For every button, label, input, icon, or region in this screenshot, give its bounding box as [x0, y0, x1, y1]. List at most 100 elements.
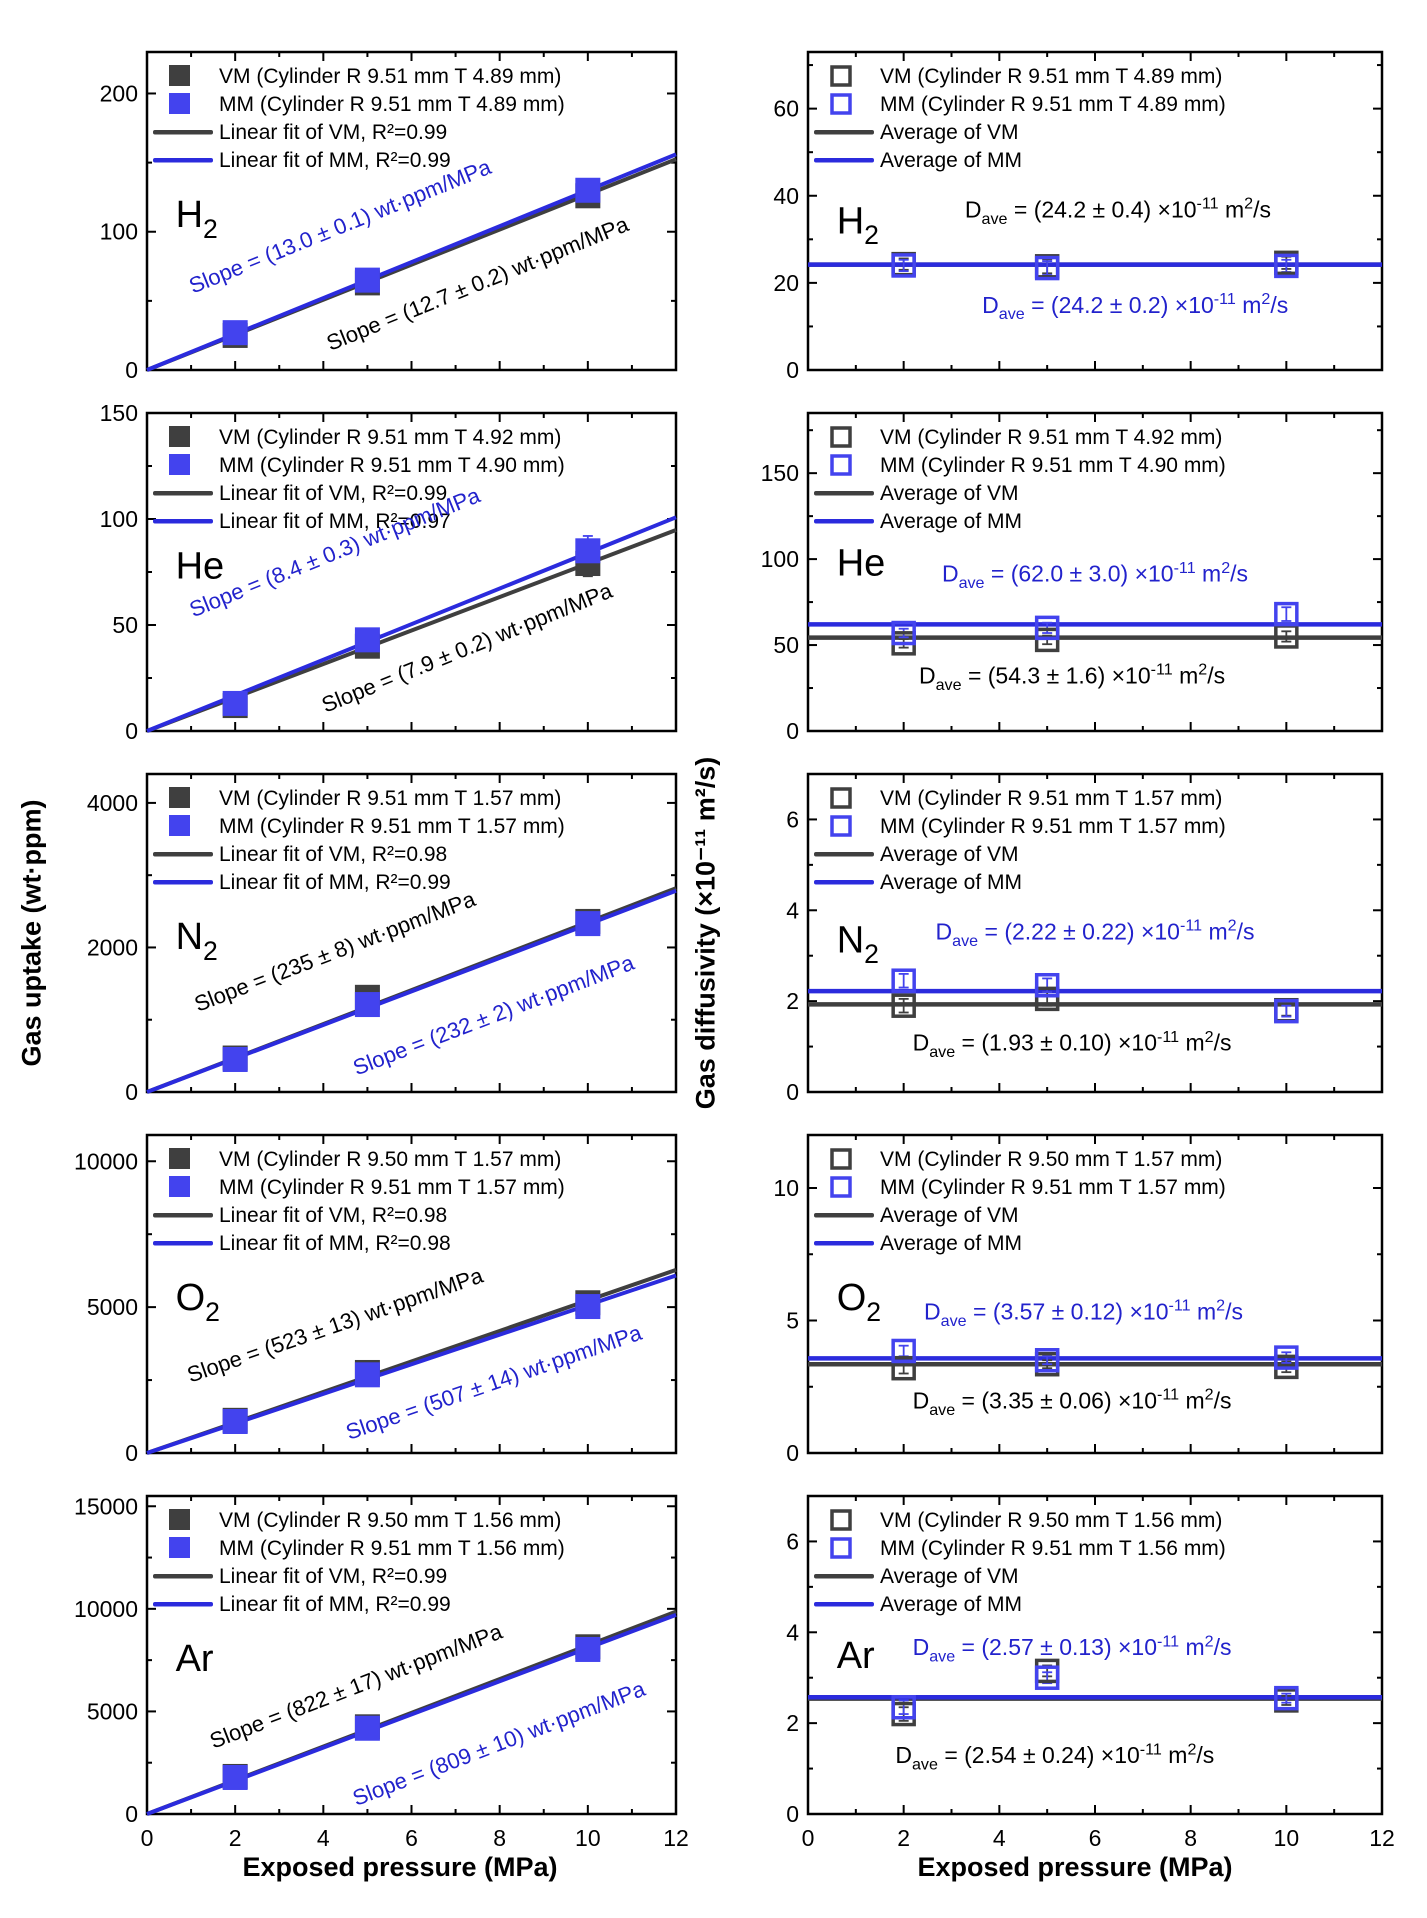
svg-text:VM (Cylinder R 9.51 mm T 4.89: VM (Cylinder R 9.51 mm T 4.89 mm) [219, 65, 561, 88]
svg-text:0: 0 [786, 1801, 799, 1827]
svg-text:MM (Cylinder R 9.51 mm T 4.90: MM (Cylinder R 9.51 mm T 4.90 mm) [219, 454, 565, 477]
svg-text:200: 200 [100, 80, 138, 106]
svg-text:12: 12 [1369, 1825, 1395, 1851]
svg-text:MM (Cylinder R 9.51 mm T 1.56: MM (Cylinder R 9.51 mm T 1.56 mm) [219, 1537, 565, 1560]
svg-text:10000: 10000 [74, 1596, 138, 1622]
svg-text:O2: O2 [176, 1277, 220, 1327]
plot-uptake-o2: 0 5000 10000 VM (Cylinder R 9.50 mm T 1.57 … [52, 1123, 692, 1484]
svg-text:H2: H2 [176, 194, 218, 244]
svg-text:MM (Cylinder R 9.51 mm T 1.57: MM (Cylinder R 9.51 mm T 1.57 mm) [880, 815, 1226, 838]
svg-text:0: 0 [786, 718, 799, 744]
svg-text:MM (Cylinder R 9.51 mm T 1.57: MM (Cylinder R 9.51 mm T 1.57 mm) [219, 1176, 565, 1199]
svg-text:Linear fit of MM, R²=0.98: Linear fit of MM, R²=0.98 [219, 1232, 451, 1255]
svg-text:12: 12 [663, 1825, 689, 1851]
svg-text:6: 6 [405, 1825, 418, 1851]
svg-text:Dave = (24.2 ± 0.2) ×10-11 m2/: Dave = (24.2 ± 0.2) ×10-11 m2/s [982, 290, 1288, 323]
svg-text:Linear fit of MM, R²=0.99: Linear fit of MM, R²=0.99 [219, 149, 451, 172]
plot-diffusivity-h2: 0 20 40 60 VM (Cylinder R 9.51 mm T 4.89 mm)… [738, 40, 1398, 401]
plot-uptake-h2: 0 100 200 VM (Cylinder R 9.51 mm T 4.89 mm)… [52, 40, 692, 401]
svg-text:0: 0 [125, 718, 138, 744]
svg-text:50: 50 [112, 612, 138, 638]
svg-text:2: 2 [897, 1825, 910, 1851]
svg-text:0: 0 [125, 357, 138, 383]
svg-text:N2: N2 [176, 916, 218, 966]
plot-diffusivity-ar: 0 2 4 6 0 2 4 6 8 10 12 VM (Cylinder R 9.50 mm T 1.… [738, 1484, 1398, 1869]
svg-text:6: 6 [1089, 1825, 1102, 1851]
plot-uptake-he: 0 50 100 150 VM (Cylinder R 9.51 mm T 4.92 m… [52, 400, 692, 762]
svg-text:0: 0 [125, 1079, 138, 1105]
svg-text:Average of MM: Average of MM [880, 510, 1022, 533]
svg-text:VM (Cylinder R 9.50 mm T 1.56: VM (Cylinder R 9.50 mm T 1.56 mm) [219, 1509, 561, 1532]
svg-text:N2: N2 [837, 919, 879, 969]
svg-text:VM (Cylinder R 9.51 mm T 4.92: VM (Cylinder R 9.51 mm T 4.92 mm) [219, 426, 561, 449]
svg-text:Dave = (2.57 ± 0.13) ×10-11 m2: Dave = (2.57 ± 0.13) ×10-11 m2/s [913, 1632, 1232, 1665]
svg-text:15000: 15000 [74, 1493, 138, 1519]
svg-text:2: 2 [229, 1825, 242, 1851]
svg-text:MM (Cylinder R 9.51 mm T 1.56: MM (Cylinder R 9.51 mm T 1.56 mm) [880, 1537, 1226, 1560]
svg-text:Linear fit of MM, R²=0.97: Linear fit of MM, R²=0.97 [219, 510, 451, 533]
svg-text:VM (Cylinder R 9.51 mm T 4.89: VM (Cylinder R 9.51 mm T 4.89 mm) [880, 65, 1222, 88]
svg-text:Average of MM: Average of MM [880, 1593, 1022, 1616]
svg-text:50: 50 [773, 632, 799, 658]
y-axis-label-gas-diffusivity: Gas diffusivity (×10⁻¹¹ m²/s) [690, 756, 721, 1110]
svg-text:150: 150 [100, 401, 138, 426]
svg-text:Ar: Ar [837, 1635, 875, 1677]
svg-text:He: He [837, 542, 886, 584]
svg-text:Average of MM: Average of MM [880, 149, 1022, 172]
svg-text:5: 5 [786, 1308, 799, 1334]
svg-text:MM (Cylinder R 9.51 mm T 4.89: MM (Cylinder R 9.51 mm T 4.89 mm) [219, 93, 565, 116]
svg-text:Dave = (3.35 ± 0.06) ×10-11 m2: Dave = (3.35 ± 0.06) ×10-11 m2/s [913, 1386, 1232, 1419]
x-axis-label-left: Exposed pressure (MPa) [242, 1852, 558, 1882]
svg-text:Linear fit of VM, R²=0.99: Linear fit of VM, R²=0.99 [219, 1565, 447, 1588]
svg-text:Linear fit of VM, R²=0.99: Linear fit of VM, R²=0.99 [219, 482, 447, 505]
svg-text:4: 4 [993, 1825, 1006, 1851]
svg-text:4: 4 [317, 1825, 330, 1851]
svg-text:Dave = (2.22 ± 0.22) ×10-11 m2: Dave = (2.22 ± 0.22) ×10-11 m2/s [936, 917, 1255, 950]
svg-text:VM (Cylinder R 9.51 mm T 1.57: VM (Cylinder R 9.51 mm T 1.57 mm) [880, 787, 1222, 810]
svg-text:2: 2 [786, 988, 799, 1014]
svg-text:Average of MM: Average of MM [880, 1232, 1022, 1255]
svg-text:10000: 10000 [74, 1148, 138, 1174]
svg-text:6: 6 [786, 1528, 799, 1554]
svg-text:10: 10 [773, 1175, 799, 1201]
svg-text:MM (Cylinder R 9.51 mm T 4.89: MM (Cylinder R 9.51 mm T 4.89 mm) [880, 93, 1226, 116]
svg-text:4000: 4000 [87, 790, 138, 816]
svg-text:8: 8 [493, 1825, 506, 1851]
svg-text:MM (Cylinder R 9.51 mm T 1.57: MM (Cylinder R 9.51 mm T 1.57 mm) [880, 1176, 1226, 1199]
svg-text:2000: 2000 [87, 934, 138, 960]
svg-text:Dave = (3.57 ± 0.12) ×10-11 m2: Dave = (3.57 ± 0.12) ×10-11 m2/s [924, 1297, 1243, 1330]
svg-text:20: 20 [773, 270, 799, 296]
svg-text:Dave = (1.93 ± 0.10) ×10-11 m2: Dave = (1.93 ± 0.10) ×10-11 m2/s [913, 1028, 1232, 1061]
svg-text:Average of VM: Average of VM [880, 843, 1019, 866]
svg-text:4: 4 [786, 1619, 799, 1645]
svg-text:0: 0 [786, 1440, 799, 1466]
plot-diffusivity-he: 0 50 100 150 VM (Cylinder R 9.51 mm T 4.92 m… [738, 401, 1398, 762]
svg-text:2: 2 [786, 1710, 799, 1736]
svg-text:VM (Cylinder R 9.51 mm T 1.57: VM (Cylinder R 9.51 mm T 1.57 mm) [219, 787, 561, 810]
svg-text:Linear fit of VM, R²=0.98: Linear fit of VM, R²=0.98 [219, 843, 447, 866]
svg-text:Dave = (54.3 ± 1.6) ×10-11 m2/: Dave = (54.3 ± 1.6) ×10-11 m2/s [919, 661, 1225, 694]
y-axis-label-gas-uptake: Gas uptake (wt·ppm) [16, 799, 47, 1067]
svg-text:0: 0 [141, 1825, 154, 1851]
svg-text:Dave = (62.0 ± 3.0) ×10-11 m2/: Dave = (62.0 ± 3.0) ×10-11 m2/s [942, 559, 1248, 592]
svg-text:Linear fit of MM, R²=0.99: Linear fit of MM, R²=0.99 [219, 871, 451, 894]
plot-diffusivity-o2: 0 5 10 VM (Cylinder R 9.50 mm T 1.57 mm) MM … [738, 1123, 1398, 1484]
svg-text:0: 0 [802, 1825, 815, 1851]
svg-text:10: 10 [575, 1825, 601, 1851]
svg-text:40: 40 [773, 183, 799, 209]
svg-text:5000: 5000 [87, 1294, 138, 1320]
plot-uptake-ar: 0 5000 10000 15000 0 2 4 6 8 10 12 VM (Cylinder R 9… [52, 1484, 692, 1869]
svg-text:Linear fit of MM, R²=0.99: Linear fit of MM, R²=0.99 [219, 1593, 451, 1616]
svg-text:Dave = (2.54 ± 0.24) ×10-11 m2: Dave = (2.54 ± 0.24) ×10-11 m2/s [895, 1740, 1214, 1773]
plot-uptake-n2: 0 2000 4000 VM (Cylinder R 9.51 mm T 1.57 m… [52, 762, 692, 1123]
svg-text:He: He [176, 546, 225, 588]
svg-text:MM (Cylinder R 9.51 mm T 1.57: MM (Cylinder R 9.51 mm T 1.57 mm) [219, 815, 565, 838]
svg-text:MM (Cylinder R 9.51 mm T 4.90: MM (Cylinder R 9.51 mm T 4.90 mm) [880, 454, 1226, 477]
svg-text:10: 10 [1274, 1825, 1300, 1851]
svg-text:Dave = (24.2 ± 0.4) ×10-11 m2/: Dave = (24.2 ± 0.4) ×10-11 m2/s [965, 195, 1271, 228]
svg-text:Average of VM: Average of VM [880, 121, 1019, 144]
svg-text:6: 6 [786, 806, 799, 832]
svg-text:Linear fit of VM, R²=0.98: Linear fit of VM, R²=0.98 [219, 1204, 447, 1227]
svg-text:VM (Cylinder R 9.50 mm T 1.57: VM (Cylinder R 9.50 mm T 1.57 mm) [880, 1148, 1222, 1171]
svg-text:Linear fit of VM, R²=0.99: Linear fit of VM, R²=0.99 [219, 121, 447, 144]
